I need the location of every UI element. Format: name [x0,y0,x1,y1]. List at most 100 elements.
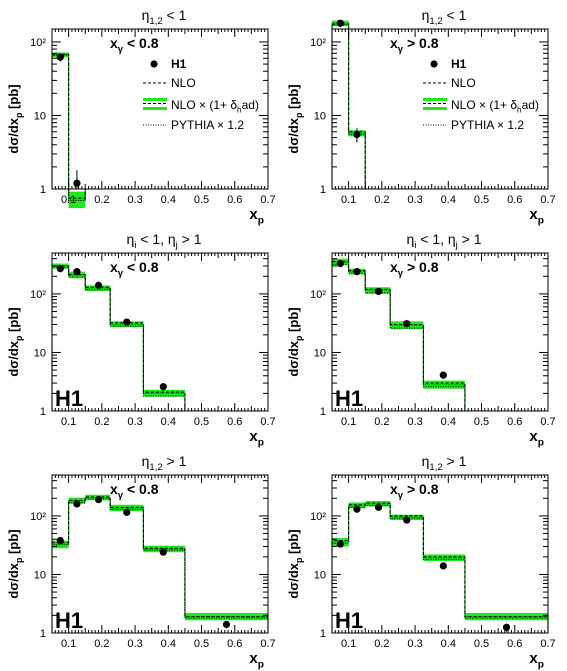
y-axis: 1 10 10² dσ/dxp [pb] [286,252,548,418]
panel-title: ηi < 1, ηj > 1 [126,231,201,251]
x-tick-label: 0.2 [94,416,109,428]
y-tick-label: 1 [320,184,326,196]
panel-2: η1,2 < 1 xγ > 0.8 0.1 0.2 0.3 0.4 0.5 0.6 0.7xp 1… [286,7,556,227]
data-point [336,19,344,27]
legend-marker [143,98,167,101]
data-point [123,508,131,516]
data-point [123,318,131,326]
x-tick-label: 0.4 [161,416,176,428]
legend-label: NLO [451,76,476,90]
x-tick-label: 0.6 [507,194,522,206]
plot-frame [51,474,269,634]
data-point [403,320,411,328]
x-axis: 0.1 0.2 0.3 0.4 0.5 0.6 0.7xp [51,29,276,227]
y-axis: 1 10 10² dσ/dxp [pb] [6,252,268,418]
legend-label: PYTHIA × 1.2 [171,118,244,132]
cut-label: xγ > 0.8 [390,35,439,55]
data-point [374,503,383,511]
legend-label: NLO [171,76,196,90]
x-axis: 0.1 0.2 0.3 0.4 0.5 0.6 0.7xp [331,253,556,449]
data-point [353,505,361,513]
plot-frame [331,252,549,412]
x-tick-label: 0.3 [127,194,142,206]
legend-label: H1 [451,57,467,71]
x-tick-label: 0.7 [260,416,275,428]
y-tick-label: 1 [40,628,46,640]
legend-label: PYTHIA × 1.2 [451,118,524,132]
y-tick-label: 10² [30,289,46,301]
x-tick-label: 0.6 [227,416,242,428]
data-point [94,281,103,289]
y-tick-label: 10² [30,511,46,523]
y-axis-label: dσ/dxp [pb] [286,84,304,153]
x-tick-label: 0.6 [507,416,522,428]
y-axis-label: dσ/dxp [pb] [286,529,304,598]
x-tick-label: 0.7 [260,638,275,650]
legend-label: NLO × (1+ δhad) [171,98,259,115]
legend-label: H1 [171,57,187,71]
y-tick-label: 10² [310,37,326,49]
data-point [439,562,447,570]
data-point [159,383,167,391]
y-axis: 1 10 10² dσ/dxp [pb] [6,474,268,640]
x-axis: 0.1 0.2 0.3 0.4 0.5 0.6 0.7xp [51,475,276,671]
y-tick-label: 10 [314,569,326,581]
panel-4: ηi < 1, ηj > 1 xγ > 0.8 0.1 0.2 0.3 0.4 0.5 0.6… [286,231,556,449]
legend-marker [430,60,438,68]
data-point [159,548,167,556]
cut-label: xγ < 0.8 [110,35,159,55]
y-tick-label: 10 [34,569,46,581]
cut-label: xγ < 0.8 [110,481,159,501]
x-tick-label: 0.3 [407,638,422,650]
h1-points [336,503,511,632]
y-tick-label: 10² [310,289,326,301]
data-point [336,540,344,548]
x-tick-label: 0.6 [227,638,242,650]
x-tick-label: 0.4 [441,416,456,428]
legend-marker [423,107,447,110]
x-axis-label: xp [249,206,264,227]
y-tick-label: 1 [320,628,326,640]
pythia-line [331,505,549,633]
panel-3: ηi < 1, ηj > 1 xγ < 0.8 0.1 0.2 0.3 0.4 0.5 0.6… [6,231,276,449]
data-point [353,268,361,276]
x-axis: 0.1 0.2 0.3 0.4 0.5 0.6 0.7xp [331,475,556,671]
plot-frame [331,474,549,634]
data-point [336,259,344,268]
y-axis-label: dσ/dxp [pb] [6,529,24,598]
x-axis: 0.1 0.2 0.3 0.4 0.5 0.6 0.7xp [331,29,556,227]
y-axis-label: dσ/dxp [pb] [6,307,24,376]
data-point [94,495,103,504]
cut-label: xγ > 0.8 [390,481,439,501]
x-tick-label: 0.5 [194,638,209,650]
panel-title: ηi < 1, ηj > 1 [406,231,481,251]
panel-5: η1,2 > 1 xγ < 0.8 0.1 0.2 0.3 0.4 0.5 0.6 0.7xp 1… [6,453,276,671]
x-tick-label: 0.2 [94,638,109,650]
data-point [73,268,81,276]
x-tick-label: 0.1 [341,638,356,650]
h1-corner-label: H1 [335,386,363,411]
x-tick-label: 0.7 [540,638,555,650]
data-point [56,53,64,61]
x-tick-label: 0.1 [61,638,76,650]
legend-label: NLO × (1+ δhad) [451,98,539,115]
plot-frame [331,28,549,190]
x-tick-label: 0.7 [540,194,555,206]
panel-1: η1,2 < 1 xγ < 0.8 0.1 0.2 0.3 0.4 0.5 0.6 0.7xp 1… [6,7,276,227]
x-axis-label: xp [529,428,544,449]
x-tick-label: 0.5 [474,638,489,650]
y-axis-label: dσ/dxp [pb] [286,307,304,376]
x-axis-label: xp [249,650,264,671]
panel-title: η1,2 < 1 [142,7,187,27]
x-tick-label: 0.4 [441,194,456,206]
x-tick-label: 0.3 [407,416,422,428]
x-tick-label: 0.2 [94,194,109,206]
nlo-had-band [332,500,548,621]
data-point [439,371,447,379]
pythia-line [51,498,269,633]
x-tick-label: 0.7 [260,194,275,206]
pythia-line [51,54,86,201]
x-axis-label: xp [529,650,544,671]
x-tick-label: 0.5 [474,194,489,206]
